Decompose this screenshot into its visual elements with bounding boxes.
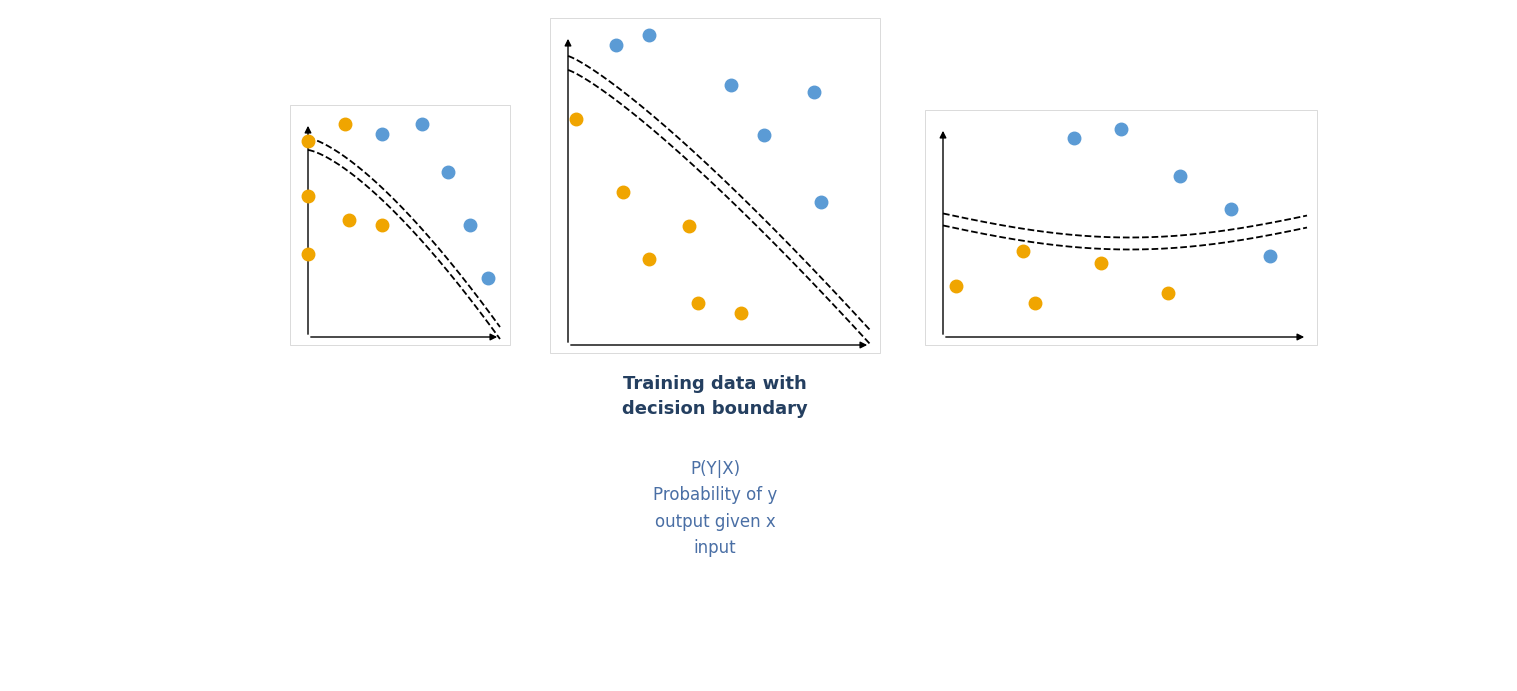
Text: Label drift: Label drift bbox=[15, 360, 146, 380]
Text: P(Y|X)
Probability of y
output given x
input: P(Y|X) Probability of y output given x i… bbox=[652, 460, 777, 557]
Text: •  Input data shifts: • Input data shifts bbox=[30, 555, 185, 573]
Text: Concept drift: Concept drift bbox=[1103, 44, 1309, 72]
Text: •  P(Y) changes: • P(Y) changes bbox=[30, 442, 158, 460]
Text: •  Relationships (i.e.
P(Y|X)) change
not the input: • Relationships (i.e. P(Y|X)) change not… bbox=[910, 470, 1094, 538]
FancyBboxPatch shape bbox=[551, 18, 880, 353]
Text: •  Fundamental
relationships do
not change: • Fundamental relationships do not chang… bbox=[275, 455, 419, 526]
Text: •  P(X) changes: • P(X) changes bbox=[30, 587, 159, 605]
Text: •  Data changes: • Data changes bbox=[275, 390, 422, 408]
FancyBboxPatch shape bbox=[925, 110, 1317, 345]
Text: Feature drift: Feature drift bbox=[15, 505, 174, 525]
Text: •  Reality/behavioral
change: • Reality/behavioral change bbox=[910, 385, 1095, 428]
Text: Data drift: Data drift bbox=[325, 44, 476, 72]
FancyBboxPatch shape bbox=[290, 105, 510, 345]
Text: Training data with
decision boundary: Training data with decision boundary bbox=[622, 375, 809, 418]
Text: •  Output data shifts: • Output data shifts bbox=[30, 410, 200, 428]
